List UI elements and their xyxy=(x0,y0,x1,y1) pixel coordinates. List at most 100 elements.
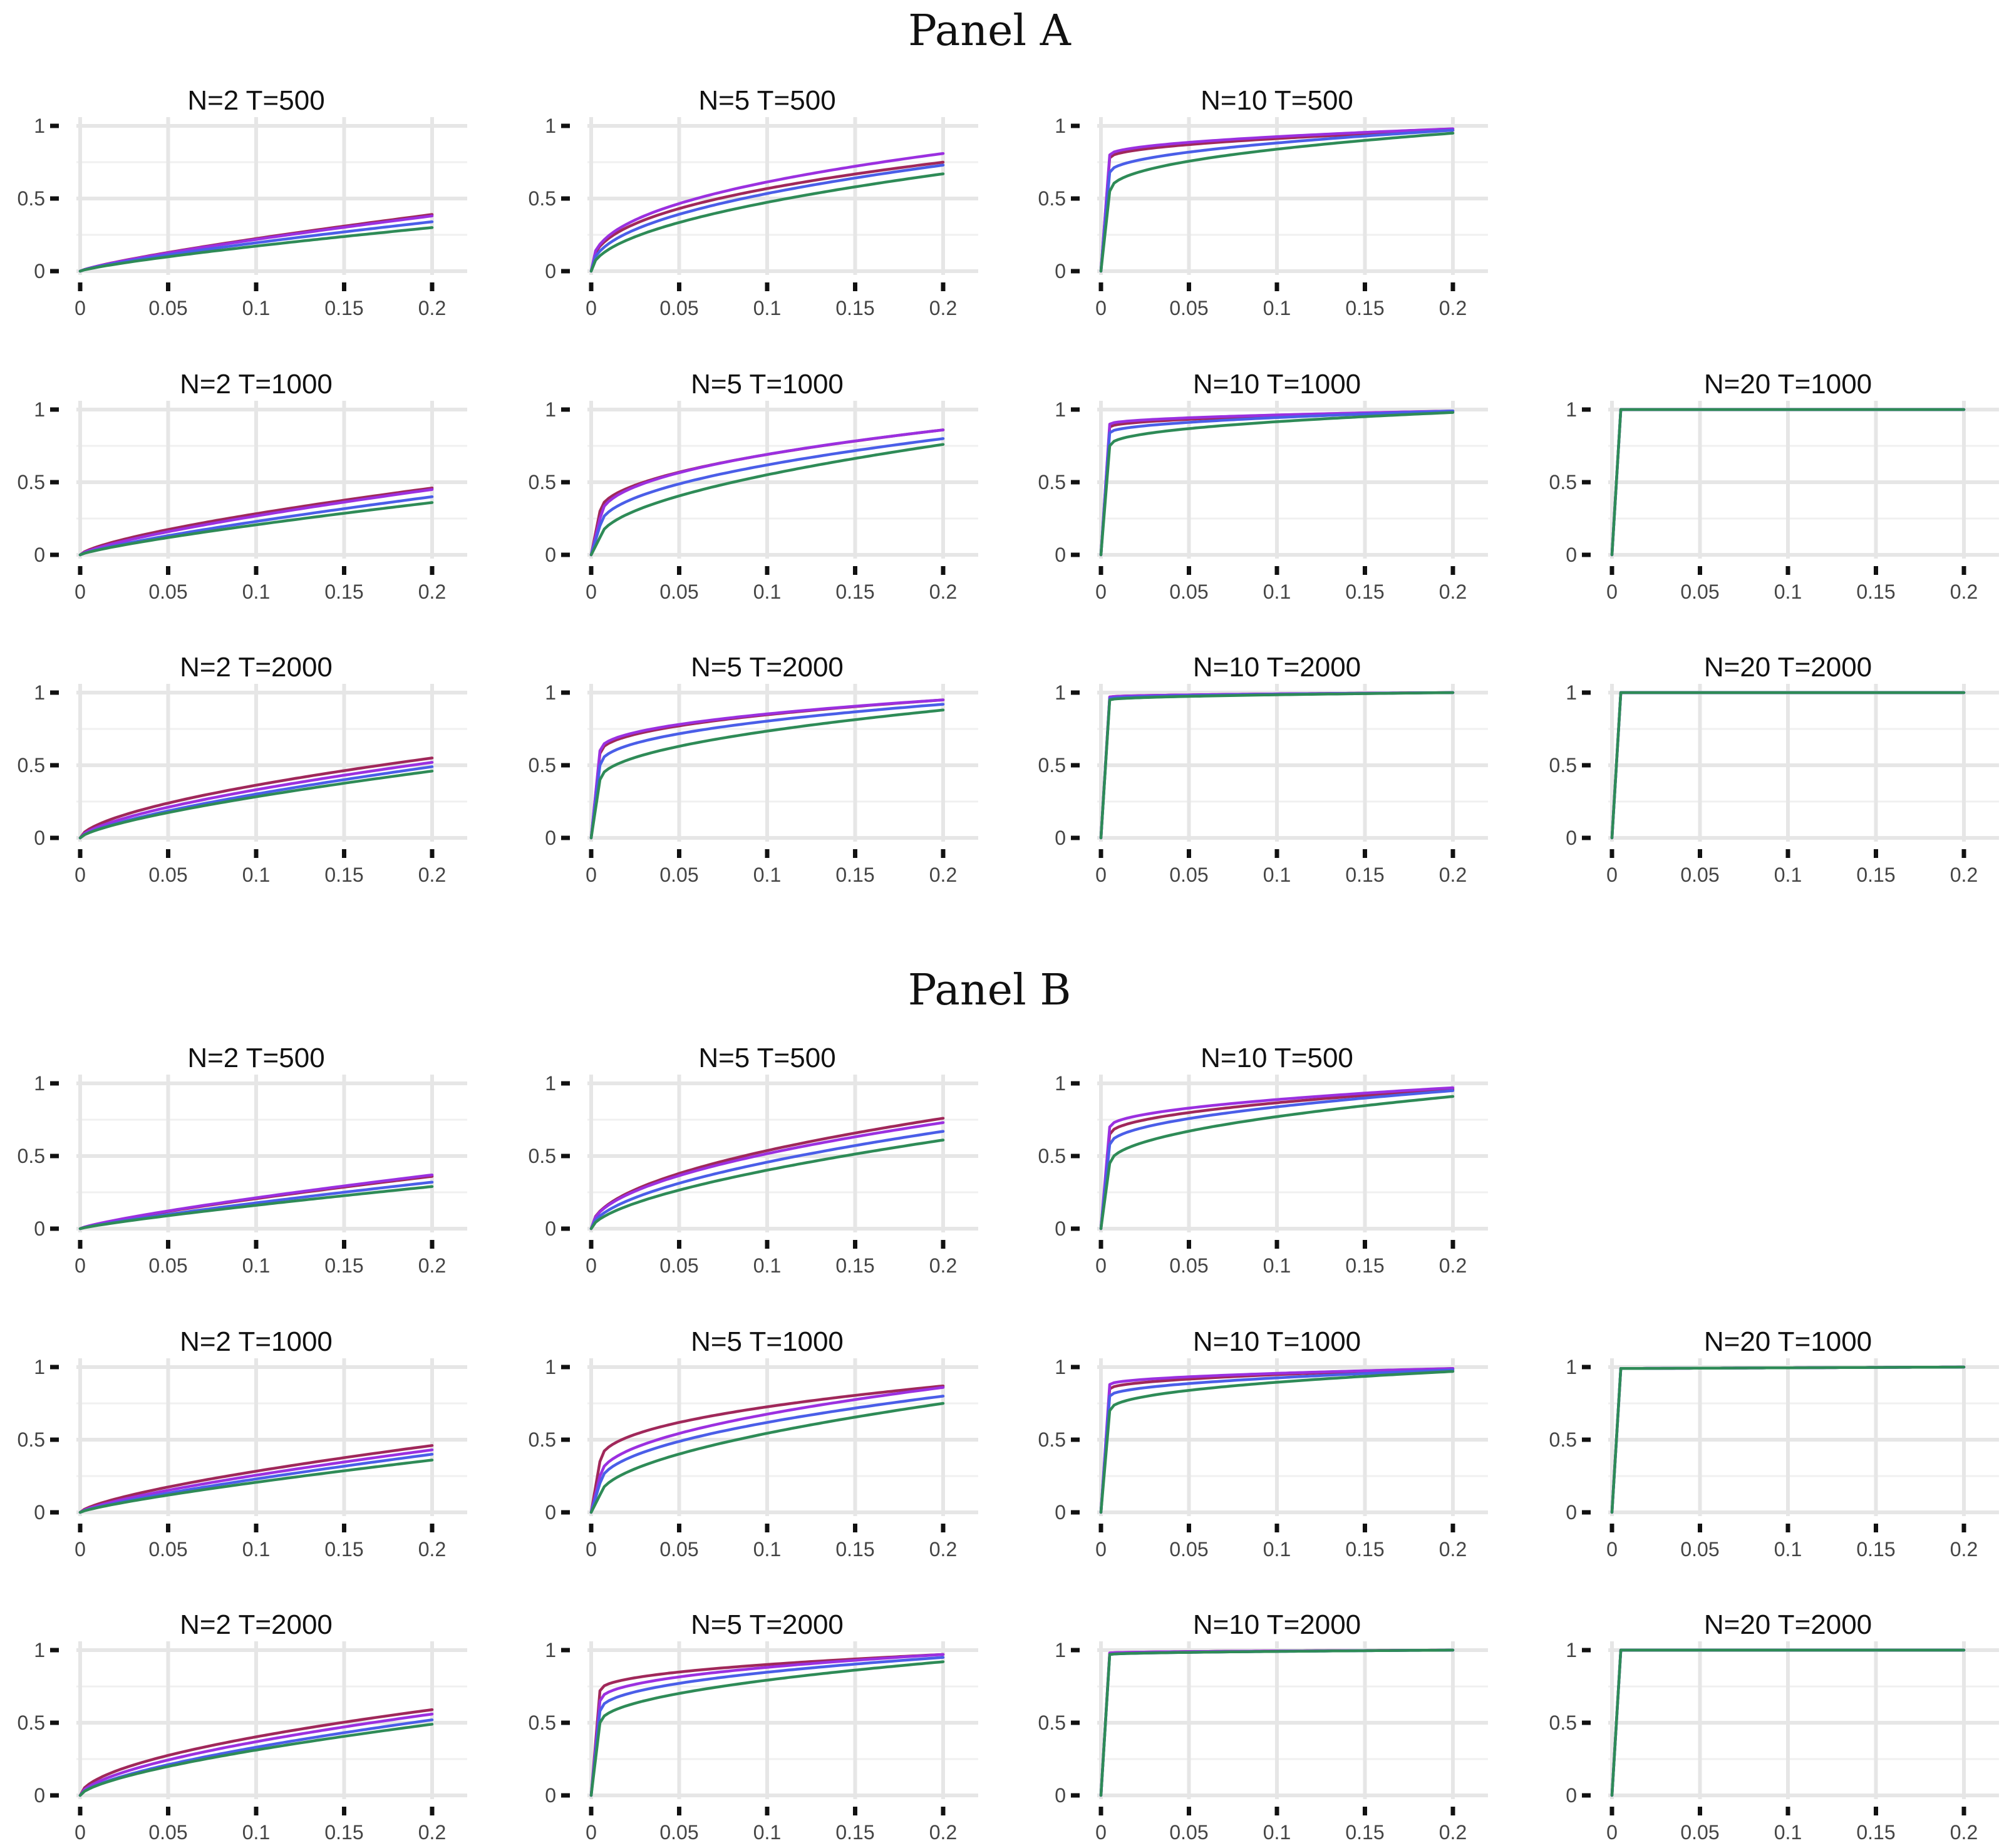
x-tick-label: 0.15 xyxy=(324,1538,363,1561)
x-tick-label: 0.1 xyxy=(1263,1821,1291,1844)
series-line-blue xyxy=(589,437,945,557)
subplot-n2-t1000: N=2 T=1000 0 0.5 1 0 0.05 0.1 0.15 0.2 xyxy=(18,1326,467,1561)
y-tick-label: 1 xyxy=(1566,1639,1577,1661)
x-tick-label: 0.2 xyxy=(1950,581,1978,603)
y-tick-label: 0 xyxy=(1055,1784,1066,1807)
x-tick-label: 0.1 xyxy=(753,1821,781,1844)
subplot-title: N=10 T=500 xyxy=(1201,1043,1353,1073)
series-line-crimson xyxy=(589,160,945,273)
x-tick-label: 0.15 xyxy=(324,1254,363,1277)
y-tick-label: 1 xyxy=(1566,681,1577,704)
y-tick-label: 0.5 xyxy=(529,1711,556,1734)
y-tick-label: 0 xyxy=(545,1784,556,1807)
y-tick-label: 0 xyxy=(545,544,556,566)
x-tick-label: 0 xyxy=(586,1254,597,1277)
y-tick-label: 0 xyxy=(545,1217,556,1240)
x-tick-label: 0.05 xyxy=(659,297,698,319)
subplot-title: N=5 T=2000 xyxy=(691,1609,844,1640)
x-tick-label: 0.2 xyxy=(1439,864,1467,886)
y-tick-label: 0 xyxy=(1055,544,1066,566)
x-tick-label: 0.2 xyxy=(418,864,446,886)
x-tick-label: 0 xyxy=(1095,1821,1107,1844)
y-tick-label: 1 xyxy=(1055,1072,1066,1095)
subplot-n10-t1000: N=10 T=1000 0 0.5 1 0 0.05 0.1 0.15 0.2 xyxy=(1038,369,1488,603)
subplot-n2-t2000: N=2 T=2000 0 0.5 1 0 0.05 0.1 0.15 0.2 xyxy=(18,652,467,886)
x-tick-label: 0.2 xyxy=(929,1254,957,1277)
y-tick-label: 0 xyxy=(1055,1217,1066,1240)
series-line-green xyxy=(1099,1095,1455,1231)
series-line-green xyxy=(78,770,434,840)
subplot-n10-t2000: N=10 T=2000 0 0.5 1 0 0.05 0.1 0.15 0.2 xyxy=(1038,652,1488,886)
subplot-n5-t1000: N=5 T=1000 0 0.5 1 0 0.05 0.1 0.15 0.2 xyxy=(529,369,978,603)
subplot-n2-t500: N=2 T=500 0 0.5 1 0 0.05 0.1 0.15 0.2 xyxy=(18,1043,467,1277)
subplot-title: N=2 T=1000 xyxy=(180,1326,333,1357)
x-tick-label: 0.05 xyxy=(1680,864,1719,886)
y-tick-label: 1 xyxy=(34,1639,45,1661)
x-tick-label: 0.1 xyxy=(242,1538,270,1561)
subplot-title: N=10 T=1000 xyxy=(1193,369,1361,400)
x-tick-label: 0.2 xyxy=(929,297,957,319)
x-tick-label: 0.05 xyxy=(659,864,698,886)
series-line-crimson xyxy=(589,1117,945,1231)
x-tick-label: 0.1 xyxy=(1774,864,1802,886)
y-tick-label: 1 xyxy=(34,398,45,421)
y-tick-label: 1 xyxy=(545,1072,556,1095)
series-line-purple xyxy=(78,1712,434,1797)
series-line-purple xyxy=(1099,1367,1455,1514)
y-tick-label: 0.5 xyxy=(529,754,556,777)
series-line-purple xyxy=(78,1448,434,1514)
y-tick-label: 1 xyxy=(1055,115,1066,137)
series-line-crimson xyxy=(78,487,434,557)
series-line-purple xyxy=(1099,127,1455,273)
y-tick-label: 0 xyxy=(34,260,45,282)
x-tick-label: 0.1 xyxy=(753,1254,781,1277)
y-tick-label: 0.5 xyxy=(18,1711,45,1734)
y-tick-label: 0.5 xyxy=(18,754,45,777)
x-tick-label: 0.05 xyxy=(148,864,187,886)
subplot-n20-t2000: N=20 T=2000 0 0.5 1 0 0.05 0.1 0.15 0.2 xyxy=(1549,1609,1999,1844)
subplot-n20-t1000: N=20 T=1000 0 0.5 1 0 0.05 0.1 0.15 0.2 xyxy=(1549,369,1999,603)
y-tick-label: 0.5 xyxy=(1038,1711,1066,1734)
x-tick-label: 0 xyxy=(1095,581,1107,603)
subplot-n5-t2000: N=5 T=2000 0 0.5 1 0 0.05 0.1 0.15 0.2 xyxy=(529,1609,978,1844)
x-tick-label: 0 xyxy=(75,1821,86,1844)
series-line-green xyxy=(1099,1370,1455,1514)
series-line-purple xyxy=(78,761,434,840)
x-tick-label: 0 xyxy=(586,581,597,603)
x-tick-label: 0.1 xyxy=(753,864,781,886)
y-tick-label: 0.5 xyxy=(1038,1428,1066,1451)
x-tick-label: 0.1 xyxy=(753,1538,781,1561)
subplot-title: N=10 T=500 xyxy=(1201,85,1353,116)
y-tick-label: 1 xyxy=(34,115,45,137)
y-tick-label: 0.5 xyxy=(1549,1428,1577,1451)
y-tick-label: 1 xyxy=(1055,1639,1066,1661)
x-tick-label: 0.05 xyxy=(1680,581,1719,603)
y-tick-label: 1 xyxy=(545,398,556,421)
y-tick-label: 0.5 xyxy=(1038,1145,1066,1167)
x-tick-label: 0.15 xyxy=(835,864,874,886)
series-line-blue xyxy=(1099,1089,1455,1231)
y-tick-label: 0 xyxy=(545,827,556,849)
x-tick-label: 0.05 xyxy=(148,297,187,319)
series-line-green xyxy=(78,1458,434,1514)
x-tick-label: 0 xyxy=(75,297,86,319)
x-tick-label: 0.05 xyxy=(148,1821,187,1844)
series-line-crimson xyxy=(78,756,434,840)
x-tick-label: 0.05 xyxy=(1680,1821,1719,1844)
y-tick-label: 1 xyxy=(1055,681,1066,704)
y-tick-label: 0.5 xyxy=(1549,754,1577,777)
series-line-blue xyxy=(589,703,945,840)
x-tick-label: 0.15 xyxy=(1345,1254,1384,1277)
x-tick-label: 0 xyxy=(75,1538,86,1561)
x-tick-label: 0.2 xyxy=(1950,864,1978,886)
y-tick-label: 1 xyxy=(1055,1356,1066,1378)
x-tick-label: 0.2 xyxy=(418,297,446,319)
y-tick-label: 0 xyxy=(34,827,45,849)
subplot-title: N=10 T=1000 xyxy=(1193,1326,1361,1357)
subplot-title: N=2 T=2000 xyxy=(180,652,333,683)
x-tick-label: 0 xyxy=(1095,864,1107,886)
y-tick-label: 1 xyxy=(545,1356,556,1378)
series-line-blue xyxy=(589,1656,945,1797)
series-line-green xyxy=(589,1401,945,1514)
